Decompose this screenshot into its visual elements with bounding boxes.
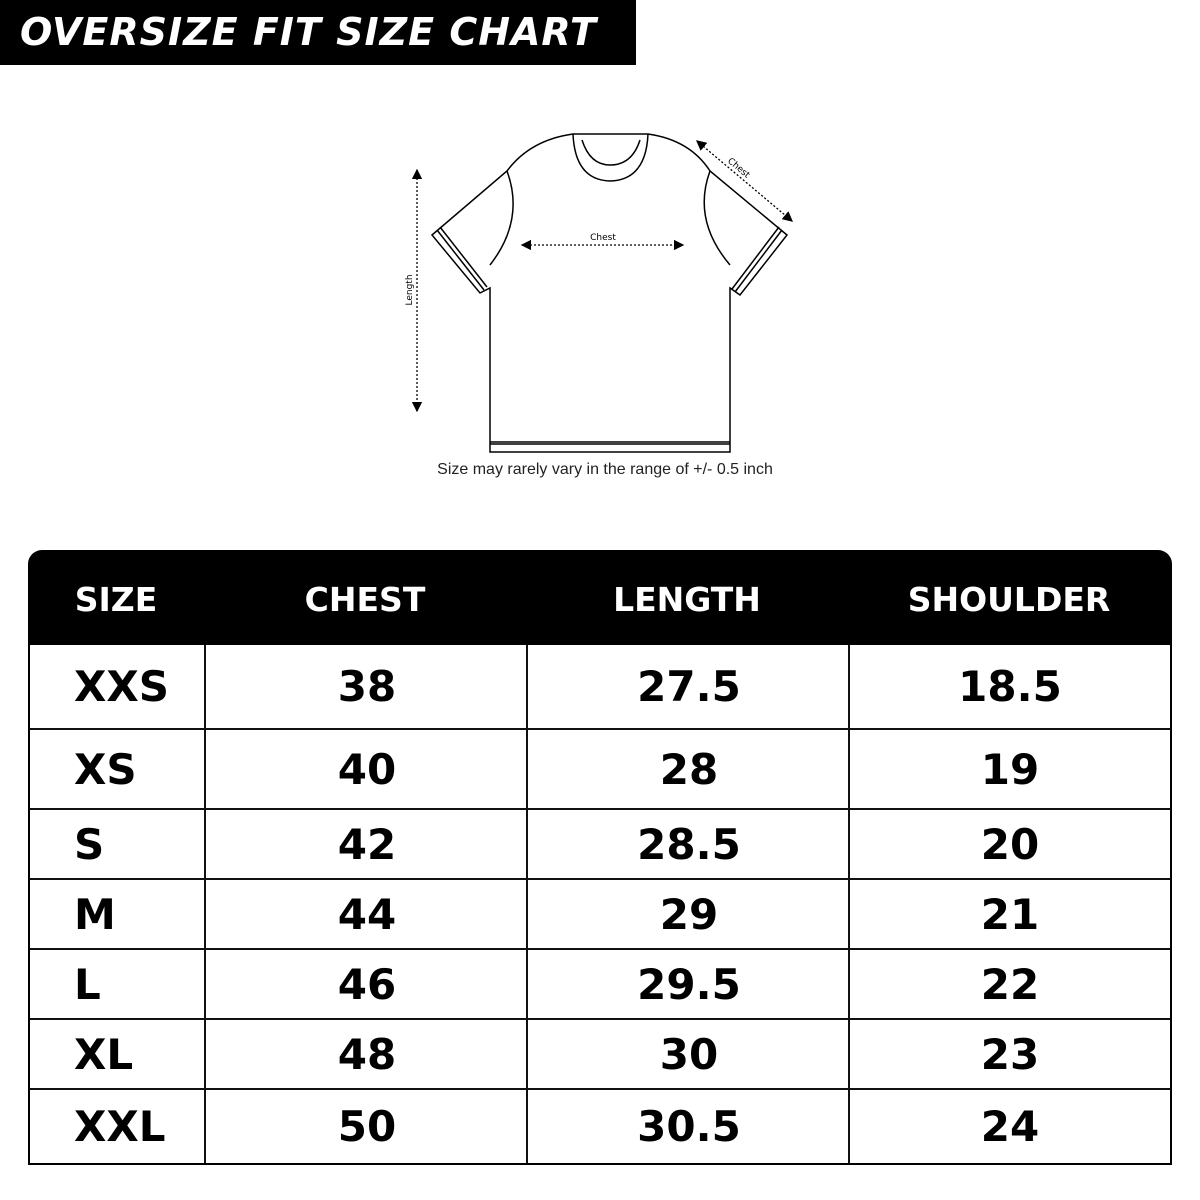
cell-size: XXL — [74, 1102, 166, 1151]
cell-length: 28 — [659, 744, 719, 794]
cell-chest: 46 — [337, 959, 397, 1009]
size-table: SIZE CHEST LENGTH SHOULDER XXS 38 27.5 18.5… — [28, 550, 1172, 1165]
shoulder-label: Chest — [725, 156, 752, 181]
cell-size: S — [74, 819, 105, 869]
tshirt-diagram: Chest Length Chest — [405, 133, 793, 453]
cell-size: XS — [74, 744, 137, 794]
tshirt-outline — [430, 133, 789, 453]
cell-length: 30.5 — [637, 1102, 741, 1151]
cell-chest: 50 — [337, 1102, 397, 1151]
cell-chest: 42 — [337, 819, 397, 869]
cell-size: XXS — [74, 662, 170, 711]
cell-chest: 44 — [337, 889, 397, 939]
cell-shoulder: 24 — [980, 1102, 1040, 1151]
shoulder-arrow — [696, 140, 793, 222]
cell-chest: 38 — [337, 662, 397, 711]
header-chest: CHEST — [304, 580, 426, 619]
chest-label: Chest — [590, 233, 616, 243]
cell-length: 30 — [659, 1029, 719, 1079]
cell-shoulder: 19 — [980, 744, 1040, 794]
cell-shoulder: 21 — [980, 889, 1040, 939]
header-size: SIZE — [74, 580, 158, 619]
cell-shoulder: 20 — [980, 819, 1040, 869]
cell-chest: 48 — [337, 1029, 397, 1079]
cell-length: 29 — [659, 889, 719, 939]
cell-length: 29.5 — [637, 959, 741, 1009]
cell-length: 27.5 — [637, 662, 741, 711]
cell-length: 28.5 — [637, 819, 741, 869]
length-label: Length — [405, 274, 415, 305]
table-header: SIZE CHEST LENGTH SHOULDER — [28, 550, 1172, 645]
cell-shoulder: 18.5 — [958, 662, 1062, 711]
cell-size: M — [74, 889, 116, 939]
size-variance-note: Size may rarely vary in the range of +/-… — [437, 461, 773, 478]
cell-shoulder: 23 — [980, 1029, 1040, 1079]
header-length: LENGTH — [613, 580, 761, 619]
table-body: XXS 38 27.5 18.5 XS 40 28 19 S 42 28.5 20 M 44 29 21 L 46… — [28, 645, 1172, 1165]
table-row: L 46 29.5 22 — [30, 950, 1170, 1020]
table-row: M 44 29 21 — [30, 880, 1170, 950]
cell-chest: 40 — [337, 744, 397, 794]
table-row: XS 40 28 19 — [30, 730, 1170, 810]
page-title: OVERSIZE FIT SIZE CHART — [0, 0, 636, 65]
table-row: XXS 38 27.5 18.5 — [30, 645, 1170, 730]
cell-size: L — [74, 959, 101, 1009]
column-divider — [848, 645, 850, 1163]
column-divider — [204, 645, 206, 1163]
table-row: XL 48 30 23 — [30, 1020, 1170, 1090]
column-divider — [526, 645, 528, 1163]
cell-shoulder: 22 — [980, 959, 1040, 1009]
cell-size: XL — [74, 1029, 134, 1079]
header-shoulder: SHOULDER — [907, 580, 1111, 619]
table-row: XXL 50 30.5 24 — [30, 1090, 1170, 1163]
table-row: S 42 28.5 20 — [30, 810, 1170, 880]
